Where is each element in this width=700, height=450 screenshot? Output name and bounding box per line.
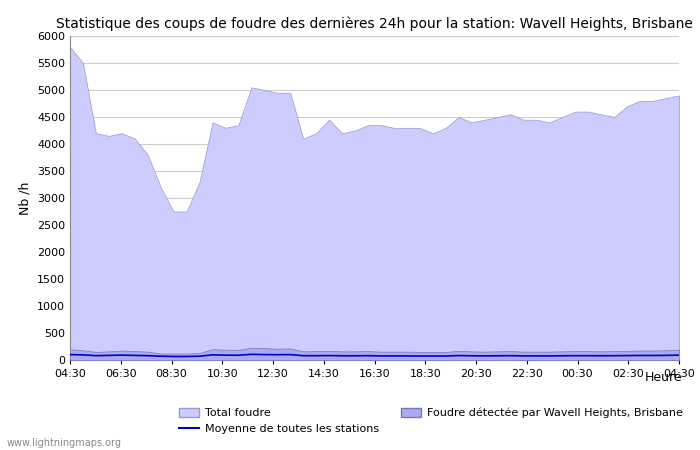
Text: Heure: Heure <box>645 371 682 384</box>
Text: www.lightningmaps.org: www.lightningmaps.org <box>7 438 122 448</box>
Title: Statistique des coups de foudre des dernières 24h pour la station: Wavell Height: Statistique des coups de foudre des dern… <box>56 16 693 31</box>
Y-axis label: Nb /h: Nb /h <box>18 181 32 215</box>
Legend: Total foudre, Moyenne de toutes les stations, Foudre détectée par Wavell Heights: Total foudre, Moyenne de toutes les stat… <box>179 408 682 434</box>
